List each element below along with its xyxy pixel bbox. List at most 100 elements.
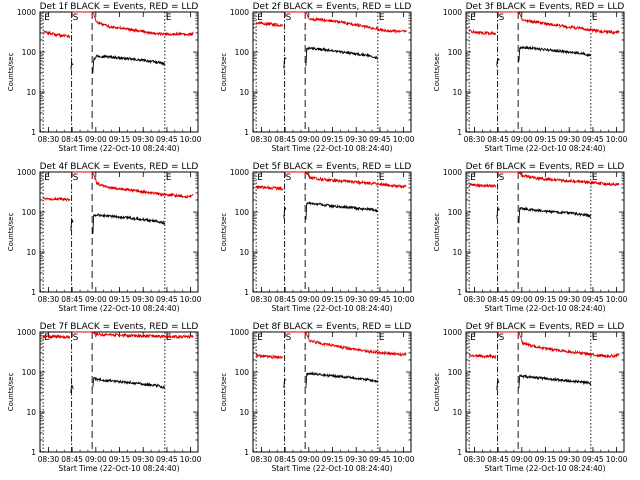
events-trace: [92, 213, 166, 234]
panel-det-7: Det 7f BLACK = Events, RED = LLD 1 10 100 10…: [7, 322, 202, 473]
y-tick-label: 1: [31, 288, 36, 297]
event-marker-label: E: [592, 333, 598, 343]
y-tick-label: 1000: [17, 328, 36, 337]
y-tick-label: 10: [452, 88, 462, 97]
x-tick-label: 10:00: [180, 295, 202, 304]
x-tick-label: 09:45: [369, 135, 391, 144]
y-axis-label: Counts/sec: [433, 373, 441, 412]
panel-title: Det 5f BLACK = Events, RED = LLD: [253, 162, 412, 172]
x-tick-label: 09:45: [582, 455, 604, 464]
y-tick-label: 1: [244, 288, 249, 297]
x-tick-label: 08:45: [274, 295, 296, 304]
x-tick-label: 09:30: [132, 135, 154, 144]
y-tick-label: 10: [239, 408, 249, 417]
events-trace: [70, 384, 74, 393]
lld-trace: [468, 353, 497, 360]
x-axis-label: Start Time (22-Oct-10 08:24:40): [58, 464, 179, 473]
events-trace: [518, 45, 592, 62]
x-tick-label: 10:00: [180, 455, 202, 464]
events-trace: [283, 57, 287, 69]
lld-trace: [92, 171, 194, 199]
x-tick-label: 08:30: [38, 295, 60, 304]
lld-trace: [42, 333, 71, 340]
x-tick-label: 10:00: [606, 135, 628, 144]
panel-title: Det 8f BLACK = Events, RED = LLD: [253, 322, 412, 332]
panel-title: Det 7f BLACK = Events, RED = LLD: [40, 322, 199, 332]
x-tick-label: 10:00: [393, 135, 415, 144]
x-tick-label: 09:30: [558, 455, 580, 464]
x-tick-label: 08:30: [464, 135, 486, 144]
x-tick-label: 09:15: [109, 135, 131, 144]
events-trace: [305, 45, 378, 67]
y-tick-label: 1000: [443, 168, 462, 177]
panel-det-1: Det 1f BLACK = Events, RED = LLD 1 10 100 10…: [7, 2, 202, 153]
y-tick-label: 1000: [17, 8, 36, 17]
y-axis-label: Counts/sec: [220, 53, 228, 92]
panel-title: Det 6f BLACK = Events, RED = LLD: [466, 162, 625, 172]
plot-frame: [252, 331, 412, 453]
y-axis-label: Counts/sec: [433, 53, 441, 92]
x-tick-label: 08:30: [251, 295, 273, 304]
events-trace: [518, 206, 591, 224]
x-axis-label: Start Time (22-Oct-10 08:24:40): [271, 144, 392, 153]
plot-frame: [252, 171, 412, 293]
y-axis-label: Counts/sec: [7, 213, 15, 252]
event-marker-label: E: [470, 333, 476, 343]
panel-title: Det 4f BLACK = Events, RED = LLD: [40, 162, 199, 172]
plot-frame: [39, 171, 199, 293]
y-tick-label: 10: [26, 408, 36, 417]
event-marker-label: E: [44, 173, 50, 183]
panel-det-3: Det 3f BLACK = Events, RED = LLD 1 10 100 10…: [433, 2, 628, 153]
lld-trace: [92, 11, 194, 37]
event-marker-label: E: [379, 333, 385, 343]
lld-trace: [518, 171, 620, 187]
x-tick-label: 09:15: [322, 295, 344, 304]
plot-frame: [39, 11, 199, 133]
event-marker-label: S: [499, 333, 505, 343]
lld-trace: [468, 182, 497, 189]
y-tick-label: 1: [457, 448, 462, 457]
x-axis-label: Start Time (22-Oct-10 08:24:40): [484, 144, 605, 153]
y-tick-label: 10: [239, 248, 249, 257]
panel-title: Det 9f BLACK = Events, RED = LLD: [466, 322, 625, 332]
x-tick-label: 08:45: [274, 135, 296, 144]
x-tick-label: 09:00: [511, 135, 533, 144]
y-tick-label: 1: [31, 448, 36, 457]
event-marker-label: S: [286, 173, 292, 183]
x-tick-label: 09:15: [109, 455, 131, 464]
x-tick-label: 09:30: [345, 295, 367, 304]
lld-trace: [42, 30, 71, 39]
x-tick-label: 09:00: [85, 135, 107, 144]
y-tick-label: 100: [448, 368, 463, 377]
event-marker-label: E: [257, 173, 263, 183]
y-tick-label: 1000: [443, 328, 462, 337]
y-tick-label: 100: [22, 208, 37, 217]
event-marker-label: E: [592, 173, 598, 183]
x-tick-label: 08:45: [487, 135, 509, 144]
lld-trace: [255, 20, 284, 28]
x-tick-label: 09:00: [511, 455, 533, 464]
panel-title: Det 2f BLACK = Events, RED = LLD: [253, 2, 412, 12]
events-trace: [92, 376, 166, 389]
x-tick-label: 09:30: [132, 295, 154, 304]
event-marker-label: S: [73, 173, 79, 183]
x-axis-label: Start Time (22-Oct-10 08:24:40): [58, 144, 179, 153]
x-tick-label: 09:00: [511, 295, 533, 304]
panel-det-2: Det 2f BLACK = Events, RED = LLD 1 10 100 10…: [220, 2, 415, 153]
event-marker-label: S: [499, 13, 505, 23]
panel-det-4: Det 4f BLACK = Events, RED = LLD 1 10 100 10…: [7, 162, 202, 313]
x-tick-label: 10:00: [393, 455, 415, 464]
y-tick-label: 100: [448, 208, 463, 217]
lld-trace: [305, 11, 407, 34]
y-tick-label: 100: [22, 48, 37, 57]
event-marker-label: E: [166, 173, 172, 183]
event-marker-label: E: [470, 13, 476, 23]
x-tick-label: 10:00: [606, 455, 628, 464]
event-marker-label: S: [499, 173, 505, 183]
panel-title: Det 3f BLACK = Events, RED = LLD: [466, 2, 625, 12]
x-tick-label: 09:00: [85, 455, 107, 464]
events-trace: [496, 57, 500, 67]
panel-det-9: Det 9f BLACK = Events, RED = LLD 1 10 100 10…: [433, 322, 628, 473]
x-tick-label: 09:15: [322, 455, 344, 464]
